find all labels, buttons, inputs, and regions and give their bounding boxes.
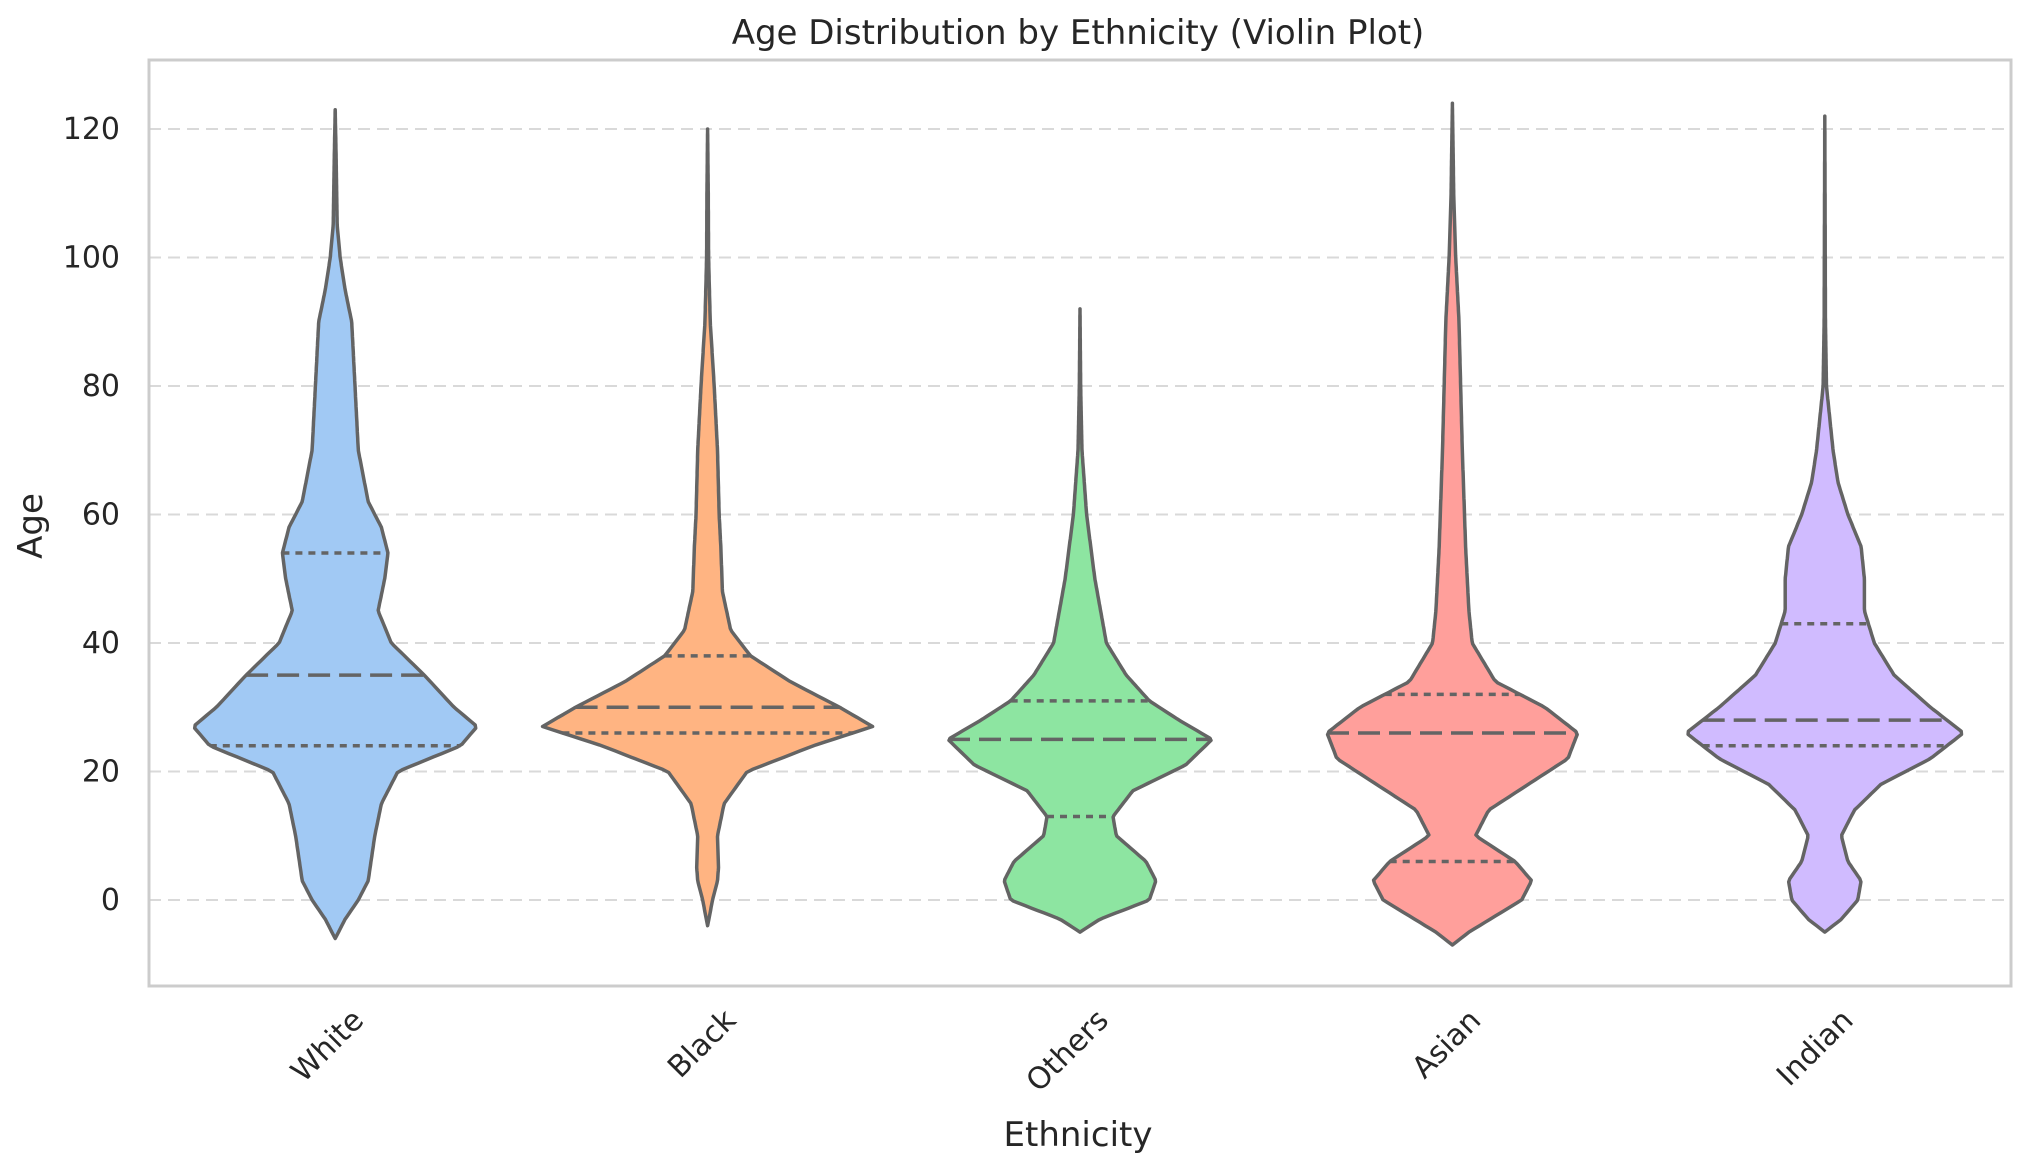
y-tick-label: 80 xyxy=(82,369,120,404)
y-tick-label: 100 xyxy=(63,241,120,276)
y-tick-label: 20 xyxy=(82,755,120,790)
violin-indian xyxy=(1686,114,1964,934)
x-axis-ticks: White Black Others Asian Indian xyxy=(284,1002,1860,1098)
y-axis-ticks: 0 20 40 60 80 100 120 xyxy=(63,112,120,918)
x-tick-label: Others xyxy=(1020,1003,1116,1099)
violin-body xyxy=(947,307,1213,934)
violin-body xyxy=(1325,101,1579,947)
violin-body xyxy=(540,127,875,928)
y-tick-label: 0 xyxy=(101,883,120,918)
x-tick-label: Indian xyxy=(1770,1003,1860,1093)
x-tick-label: White xyxy=(284,1003,370,1089)
x-tick-label: Black xyxy=(661,1002,744,1085)
violins xyxy=(192,101,1964,947)
x-tick-label: Asian xyxy=(1405,1003,1488,1086)
violin-black xyxy=(540,127,875,928)
y-tick-label: 60 xyxy=(82,498,120,533)
x-axis-label: Ethnicity xyxy=(1004,1115,1153,1155)
violin-white xyxy=(192,107,478,941)
violin-body xyxy=(1686,114,1964,934)
violin-others xyxy=(947,307,1213,934)
chart-title: Age Distribution by Ethnicity (Violin Pl… xyxy=(732,13,1425,53)
y-axis-label: Age xyxy=(11,493,51,559)
violin-asian xyxy=(1325,101,1579,947)
y-tick-label: 40 xyxy=(82,626,120,661)
violin-body xyxy=(192,107,478,941)
y-tick-label: 120 xyxy=(63,112,120,147)
plot-frame xyxy=(147,58,2013,988)
